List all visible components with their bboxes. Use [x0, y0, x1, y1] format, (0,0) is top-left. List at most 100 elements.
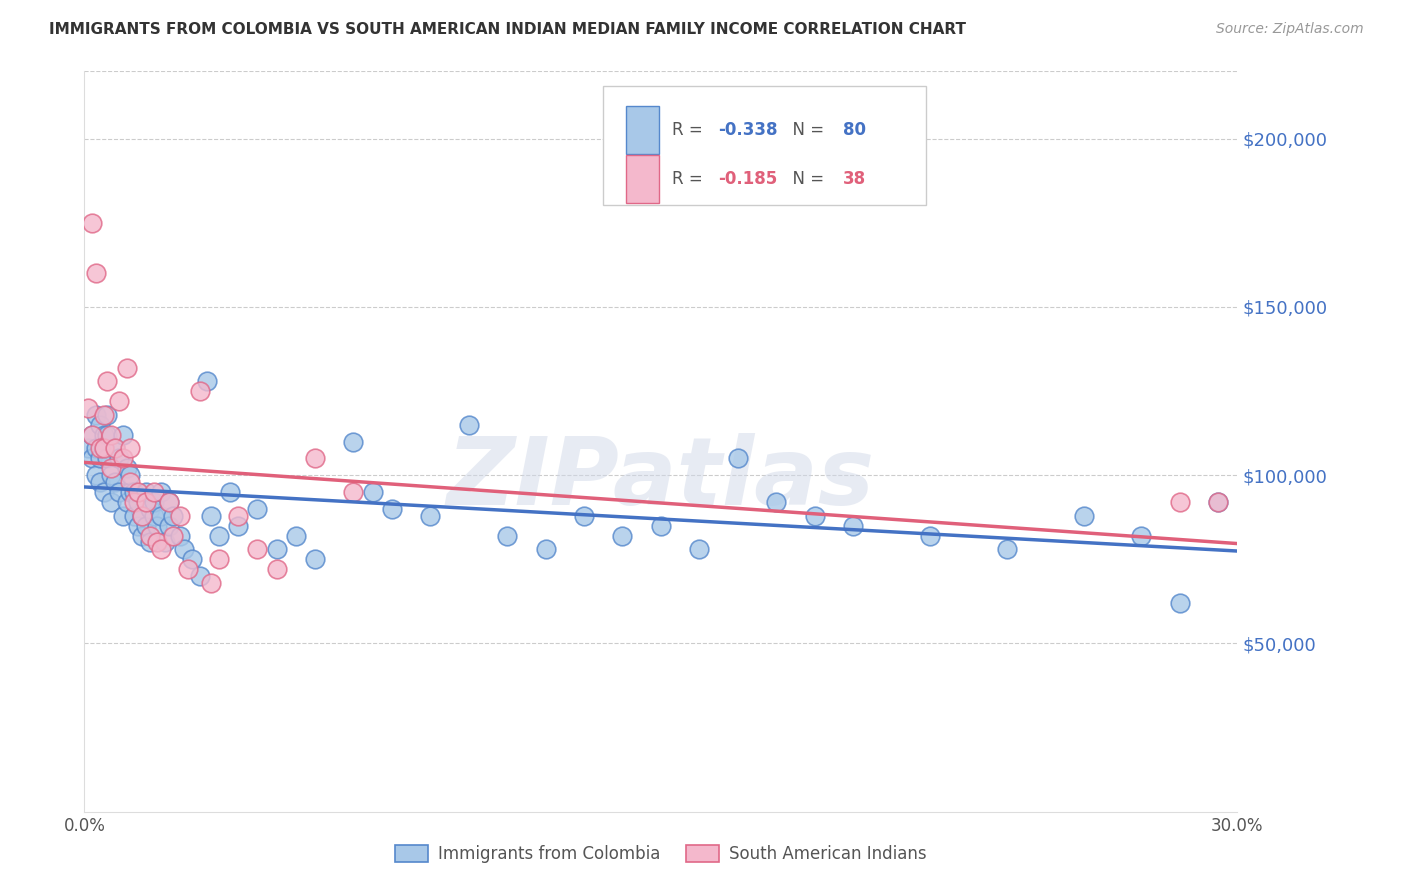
- Point: [115, 495, 138, 509]
- Text: -0.185: -0.185: [718, 169, 778, 187]
- Point: [727, 451, 749, 466]
- Point: [195, 374, 218, 388]
- Point: [80, 427, 103, 442]
- Point: [146, 535, 169, 549]
- Text: R =: R =: [672, 120, 709, 139]
- Point: [93, 442, 115, 456]
- Point: [650, 518, 672, 533]
- Point: [188, 384, 211, 398]
- Point: [89, 451, 111, 466]
- Point: [381, 501, 404, 516]
- Point: [80, 216, 103, 230]
- Point: [80, 451, 103, 466]
- Text: 38: 38: [844, 169, 866, 187]
- FancyBboxPatch shape: [626, 154, 658, 202]
- Text: N =: N =: [782, 169, 830, 187]
- Point: [142, 508, 165, 523]
- Point: [96, 427, 118, 442]
- Point: [120, 485, 142, 500]
- Point: [150, 508, 173, 523]
- Point: [181, 552, 204, 566]
- Point: [135, 485, 157, 500]
- Point: [266, 562, 288, 576]
- Point: [124, 495, 146, 509]
- Point: [208, 552, 231, 566]
- Point: [208, 529, 231, 543]
- FancyBboxPatch shape: [626, 106, 658, 154]
- Point: [361, 485, 384, 500]
- Text: 80: 80: [844, 120, 866, 139]
- Point: [104, 475, 127, 489]
- Point: [120, 442, 142, 456]
- Point: [1130, 529, 1153, 543]
- Point: [142, 495, 165, 509]
- Point: [138, 535, 160, 549]
- Point: [146, 518, 169, 533]
- Text: N =: N =: [782, 120, 830, 139]
- Point: [135, 495, 157, 509]
- Text: IMMIGRANTS FROM COLOMBIA VS SOUTH AMERICAN INDIAN MEDIAN FAMILY INCOME CORRELATI: IMMIGRANTS FROM COLOMBIA VS SOUTH AMERIC…: [49, 22, 966, 37]
- Point: [127, 518, 149, 533]
- Point: [138, 529, 160, 543]
- Point: [131, 529, 153, 543]
- Point: [612, 529, 634, 543]
- Point: [104, 442, 127, 456]
- Point: [226, 508, 249, 523]
- Point: [162, 508, 184, 523]
- Point: [127, 485, 149, 500]
- Point: [115, 360, 138, 375]
- Point: [496, 529, 519, 543]
- Point: [918, 529, 941, 543]
- Point: [100, 461, 122, 475]
- Text: Source: ZipAtlas.com: Source: ZipAtlas.com: [1216, 22, 1364, 37]
- Point: [304, 451, 326, 466]
- Point: [803, 508, 825, 523]
- Point: [226, 518, 249, 533]
- Point: [96, 451, 118, 466]
- Text: R =: R =: [672, 169, 709, 187]
- Point: [142, 485, 165, 500]
- Point: [104, 442, 127, 456]
- Point: [120, 475, 142, 489]
- Point: [100, 427, 122, 442]
- Point: [115, 461, 138, 475]
- Point: [1073, 508, 1095, 523]
- Point: [111, 427, 134, 442]
- Point: [157, 518, 180, 533]
- Point: [177, 562, 200, 576]
- Point: [89, 442, 111, 456]
- Point: [150, 542, 173, 557]
- Point: [173, 542, 195, 557]
- Point: [342, 485, 364, 500]
- Point: [162, 529, 184, 543]
- Point: [150, 485, 173, 500]
- Point: [200, 575, 222, 590]
- Point: [108, 451, 131, 466]
- Point: [93, 408, 115, 422]
- Point: [93, 485, 115, 500]
- Point: [108, 394, 131, 409]
- Point: [1206, 495, 1229, 509]
- Point: [124, 508, 146, 523]
- Point: [93, 442, 115, 456]
- Point: [124, 485, 146, 500]
- Point: [131, 508, 153, 523]
- Point: [534, 542, 557, 557]
- Point: [153, 535, 176, 549]
- Point: [100, 468, 122, 483]
- Point: [93, 427, 115, 442]
- Text: ZIPatlas: ZIPatlas: [447, 433, 875, 524]
- Point: [342, 434, 364, 449]
- Point: [1206, 495, 1229, 509]
- FancyBboxPatch shape: [603, 87, 927, 204]
- Point: [157, 495, 180, 509]
- Point: [219, 485, 242, 500]
- Point: [96, 374, 118, 388]
- Point: [688, 542, 710, 557]
- Point: [84, 468, 107, 483]
- Point: [127, 495, 149, 509]
- Point: [419, 508, 441, 523]
- Point: [111, 508, 134, 523]
- Point: [96, 408, 118, 422]
- Point: [266, 542, 288, 557]
